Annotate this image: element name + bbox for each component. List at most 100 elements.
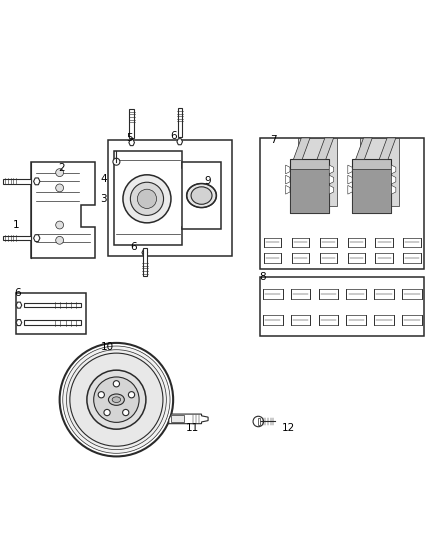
Polygon shape [379,138,396,159]
Text: 12: 12 [282,423,296,433]
FancyBboxPatch shape [182,161,221,229]
Polygon shape [348,175,352,184]
Polygon shape [31,161,95,258]
FancyBboxPatch shape [403,253,421,263]
FancyBboxPatch shape [318,289,338,299]
Polygon shape [392,185,396,194]
Polygon shape [177,108,182,137]
Polygon shape [130,109,134,138]
Polygon shape [143,248,147,276]
Polygon shape [293,138,310,159]
Circle shape [131,182,163,215]
Polygon shape [290,169,329,213]
Polygon shape [329,185,334,194]
Circle shape [67,350,166,450]
Circle shape [128,392,134,398]
Circle shape [94,377,139,422]
Polygon shape [169,414,208,424]
FancyBboxPatch shape [347,238,365,247]
FancyBboxPatch shape [375,253,393,263]
Ellipse shape [109,394,124,405]
Polygon shape [286,165,290,174]
Polygon shape [352,169,392,213]
Text: 6: 6 [131,242,137,252]
FancyBboxPatch shape [320,238,337,247]
Circle shape [56,236,64,244]
Polygon shape [348,165,352,174]
Polygon shape [392,165,396,174]
Ellipse shape [187,183,216,207]
Text: 2: 2 [59,163,65,173]
Circle shape [98,392,104,398]
FancyBboxPatch shape [171,415,184,422]
Circle shape [113,158,120,165]
FancyBboxPatch shape [16,293,86,334]
Text: 7: 7 [270,135,277,145]
FancyBboxPatch shape [374,314,394,325]
Circle shape [104,409,110,416]
Polygon shape [298,138,337,206]
Circle shape [63,346,170,453]
Polygon shape [177,139,183,145]
Text: 9: 9 [205,176,212,187]
FancyBboxPatch shape [374,289,394,299]
Text: 11: 11 [186,423,199,433]
Circle shape [70,353,163,446]
Polygon shape [3,236,31,240]
FancyBboxPatch shape [375,238,393,247]
Circle shape [87,370,146,429]
Polygon shape [34,235,40,241]
Polygon shape [16,302,22,308]
FancyBboxPatch shape [261,138,424,269]
Polygon shape [34,178,40,185]
Text: 6: 6 [14,288,21,298]
Text: 6: 6 [170,131,177,141]
FancyBboxPatch shape [347,253,365,263]
Polygon shape [352,159,392,213]
FancyBboxPatch shape [402,314,422,325]
Text: 1: 1 [13,220,19,230]
FancyBboxPatch shape [263,314,283,325]
FancyBboxPatch shape [264,238,282,247]
Circle shape [253,416,264,427]
FancyBboxPatch shape [263,289,283,299]
Polygon shape [392,175,396,184]
Ellipse shape [191,187,212,204]
FancyBboxPatch shape [403,238,421,247]
Polygon shape [114,151,188,245]
Ellipse shape [112,397,120,402]
FancyBboxPatch shape [346,289,366,299]
Circle shape [123,175,171,223]
Circle shape [60,343,173,456]
FancyBboxPatch shape [292,253,309,263]
FancyBboxPatch shape [402,289,422,299]
Polygon shape [329,165,334,174]
FancyBboxPatch shape [320,253,337,263]
Circle shape [123,409,129,416]
Polygon shape [16,320,22,326]
Polygon shape [356,138,372,159]
Circle shape [56,169,64,176]
Polygon shape [3,179,31,183]
Text: 4: 4 [100,174,106,184]
FancyBboxPatch shape [318,314,338,325]
FancyBboxPatch shape [346,314,366,325]
Polygon shape [286,185,290,194]
Circle shape [138,189,156,208]
Polygon shape [142,249,148,256]
Polygon shape [24,320,81,325]
Text: 3: 3 [100,194,106,204]
Circle shape [56,184,64,192]
Polygon shape [258,418,260,425]
Circle shape [113,381,120,387]
Polygon shape [24,303,81,308]
Text: 10: 10 [101,342,114,352]
Circle shape [56,221,64,229]
Polygon shape [290,159,329,213]
Polygon shape [348,185,352,194]
FancyBboxPatch shape [291,289,311,299]
FancyBboxPatch shape [264,253,282,263]
FancyBboxPatch shape [292,238,309,247]
Polygon shape [329,175,334,184]
Polygon shape [286,175,290,184]
